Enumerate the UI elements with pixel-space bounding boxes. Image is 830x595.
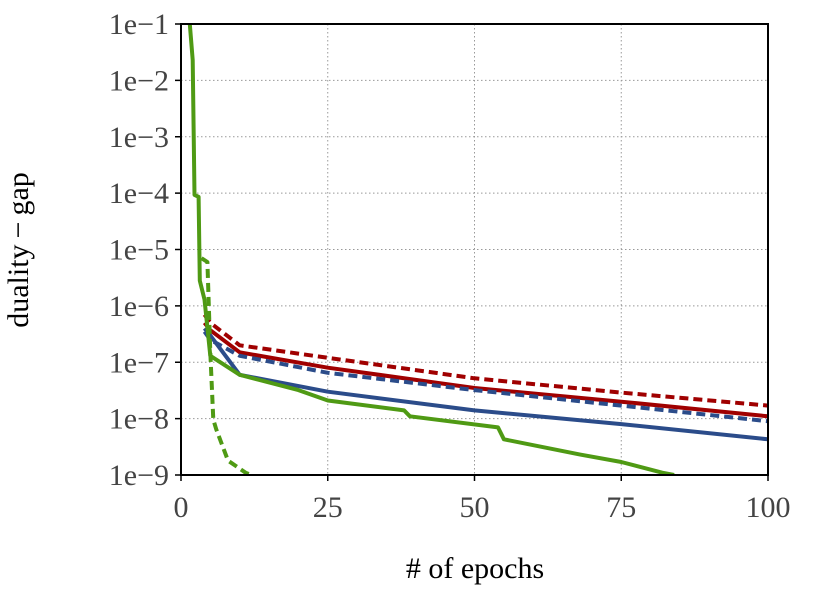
- y-tick-label: 1e−3: [109, 121, 169, 154]
- y-tick-label: 1e−8: [109, 403, 169, 436]
- y-axis-label: duality − gap: [2, 172, 35, 328]
- x-tick-label: 75: [606, 491, 636, 524]
- series-line: [202, 327, 768, 442]
- x-tick-label: 50: [460, 491, 490, 524]
- y-tick-label: 1e−7: [109, 346, 169, 379]
- x-tick-label: 25: [313, 491, 343, 524]
- y-tick-label: 1e−1: [109, 8, 169, 41]
- x-tick-label: 0: [174, 491, 189, 524]
- y-tick-label: 1e−4: [109, 177, 169, 210]
- series-line: [200, 256, 253, 475]
- y-tick-label: 1e−9: [109, 459, 169, 492]
- series-line: [187, 24, 675, 475]
- y-tick-label: 1e−2: [109, 64, 169, 97]
- x-axis-label: # of epochs: [406, 552, 544, 585]
- series-line: [202, 330, 768, 424]
- series-line: [202, 321, 768, 419]
- y-tick-label: 1e−5: [109, 234, 169, 267]
- x-tick-label: 100: [746, 491, 791, 524]
- y-tick-label: 1e−6: [109, 290, 169, 323]
